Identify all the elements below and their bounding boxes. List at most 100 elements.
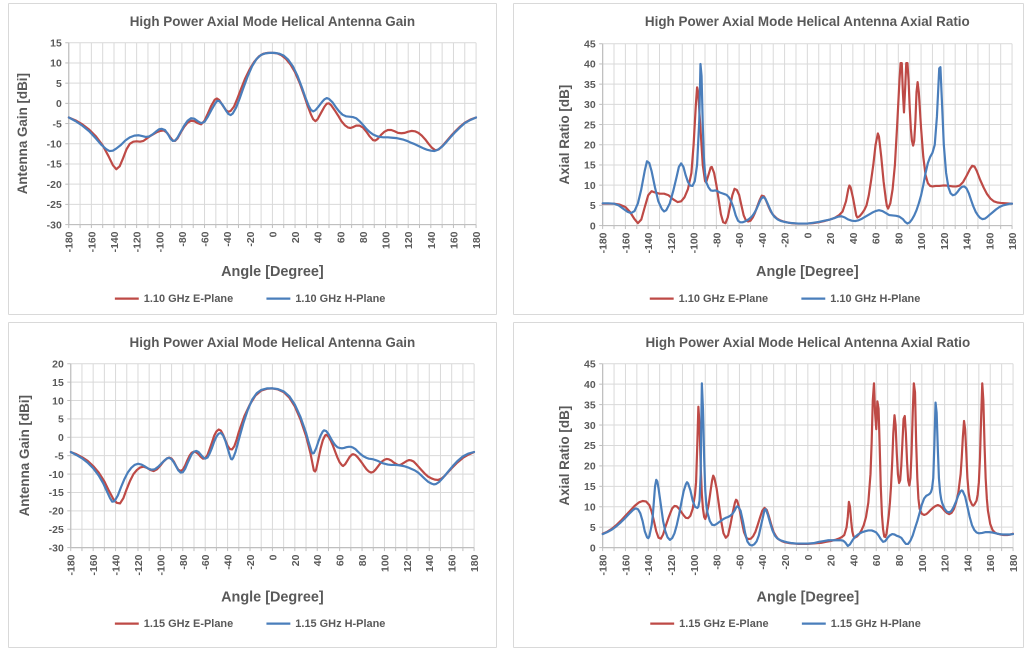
y-tick-label: 45 <box>584 360 596 371</box>
y-tick-label: 20 <box>584 462 596 473</box>
y-tick-label: 15 <box>52 378 64 389</box>
y-tick-label: 10 <box>52 396 64 407</box>
y-tick-label: -15 <box>47 160 62 171</box>
x-tick-label: -100 <box>690 232 701 253</box>
x-tick-label: 0 <box>803 232 814 238</box>
series-line-1-15-ghz-h-plane <box>69 387 476 503</box>
panel-axial-ratio-1-10ghz: -180 -160 -140 -120 -100 -80 -60 -40 -20 0 20 40 60 8… <box>513 3 1024 315</box>
x-tick-label: 120 <box>940 232 951 250</box>
chart-title: High Power Axial Mode Helical Antenna Ax… <box>645 14 970 29</box>
x-tick-label: -100 <box>156 554 167 575</box>
x-tick-label: 60 <box>872 554 883 566</box>
y-tick-label: 15 <box>584 161 596 172</box>
x-tick-label: 20 <box>827 554 838 566</box>
x-tick-label: 60 <box>336 554 347 566</box>
x-tick-label: 0 <box>268 554 279 560</box>
x-tick-label: -20 <box>246 231 257 246</box>
chart-axial-ratio-1-15ghz: -180 -160 -140 -120 -100 -80 -60 -40 -20 0 20 40 60 8… <box>557 335 1020 630</box>
y-tick-label: -25 <box>49 525 64 536</box>
series-line-1-10-ghz-h-plane <box>601 62 1014 225</box>
x-tick-label: 160 <box>985 232 996 250</box>
series-line-1-10-ghz-e-plane <box>601 62 1014 225</box>
x-tick-label: -60 <box>735 554 746 569</box>
x-tick-label: 20 <box>291 554 302 566</box>
chart-title: High Power Axial Mode Helical Antenna Ax… <box>645 335 970 350</box>
y-tick-label: 15 <box>584 482 596 493</box>
x-tick-label: 0 <box>804 554 815 560</box>
legend-label: 1.15 GHz H-Plane <box>831 618 921 630</box>
x-tick-label: 160 <box>448 554 459 572</box>
legend-item: 1.10 GHz E-Plane <box>114 293 233 305</box>
x-tick-label: 60 <box>872 232 883 244</box>
x-tick-label: -80 <box>178 231 189 246</box>
legend-label: 1.10 GHz H-Plane <box>295 293 385 305</box>
y-tick-label: -20 <box>47 180 62 191</box>
chart-axial-ratio-1-10ghz: -180 -160 -140 -120 -100 -80 -60 -40 -20 0 20 40 60 8… <box>557 14 1019 305</box>
x-tick-label: 120 <box>403 554 414 572</box>
y-tick-label: 35 <box>584 400 596 411</box>
chart-title: High Power Axial Mode Helical Antenna Ga… <box>130 14 415 29</box>
x-tick-label: -40 <box>224 554 235 569</box>
y-tick-label: 5 <box>58 415 64 426</box>
legend-label: 1.10 GHz H-Plane <box>830 293 920 305</box>
y-tick-label: 0 <box>590 543 596 554</box>
x-tick-label: 140 <box>963 554 974 572</box>
x-tick-label: -120 <box>667 554 678 575</box>
x-tick-label: -140 <box>644 232 655 253</box>
x-tick-label: -120 <box>133 231 144 252</box>
y-tick-label: 30 <box>584 100 596 111</box>
x-tick-label: 80 <box>358 554 369 566</box>
y-tick-label: -5 <box>52 119 61 130</box>
y-tick-label: 5 <box>56 79 62 90</box>
y-axis-title: Axial Ratio [dB] <box>557 406 572 506</box>
x-tick-label: 100 <box>918 554 929 572</box>
legend-item: 1.15 GHz E-Plane <box>114 618 233 630</box>
x-tick-label: 100 <box>382 231 393 249</box>
x-tick-label: -100 <box>690 554 701 575</box>
x-tick-label: -120 <box>667 232 678 253</box>
x-tick-label: -180 <box>65 231 76 252</box>
x-tick-label: -20 <box>781 554 792 569</box>
x-tick-label: -60 <box>735 232 746 247</box>
y-axis-title: Antenna Gain [dBi] <box>15 73 30 194</box>
x-tick-label: 20 <box>826 232 837 244</box>
series-line-1-10-ghz-h-plane <box>67 51 478 153</box>
y-tick-label: 5 <box>590 523 596 534</box>
x-axis-title: Angle [Degree] <box>221 264 324 280</box>
y-tick-label: 25 <box>584 441 596 452</box>
x-tick-label: -80 <box>179 554 190 569</box>
chart-grid: -180 -160 -140 -120 -100 -80 -60 -40 -20 0 20 40 60 8… <box>8 3 1024 648</box>
x-tick-label: 40 <box>313 554 324 566</box>
x-tick-label: -160 <box>621 232 632 253</box>
x-tick-label: 180 <box>470 554 481 572</box>
x-axis-title: Angle [Degree] <box>757 589 860 605</box>
y-tick-label: 30 <box>584 421 596 432</box>
y-tick-label: 0 <box>56 99 62 110</box>
y-tick-label: -20 <box>49 507 64 518</box>
y-tick-label: -10 <box>49 470 64 481</box>
chart-title: High Power Axial Mode Helical Antenna Ga… <box>130 335 416 350</box>
y-tick-label: 0 <box>590 221 596 232</box>
x-tick-label: -160 <box>87 231 98 252</box>
y-tick-label: 40 <box>584 60 596 71</box>
series-line-1-15-ghz-h-plane <box>601 382 1015 548</box>
x-tick-label: 40 <box>314 231 325 243</box>
y-axis-title: Axial Ratio [dB] <box>557 85 572 185</box>
legend-label: 1.15 GHz H-Plane <box>295 618 385 630</box>
y-tick-label: 5 <box>590 201 596 212</box>
y-tick-label: -25 <box>47 200 62 211</box>
x-tick-label: 40 <box>849 232 860 244</box>
legend-label: 1.15 GHz E-Plane <box>144 618 233 630</box>
x-tick-label: -140 <box>644 554 655 575</box>
y-axis-title: Antenna Gain [dBi] <box>17 395 32 516</box>
legend-label: 1.10 GHz E-Plane <box>679 293 768 305</box>
y-tick-label: 10 <box>584 503 596 514</box>
x-tick-label: 180 <box>1009 554 1020 572</box>
legend-item: 1.10 GHz E-Plane <box>649 293 768 305</box>
legend-label: 1.15 GHz E-Plane <box>679 618 768 630</box>
legend-item: 1.15 GHz H-Plane <box>801 618 921 630</box>
x-tick-label: 140 <box>425 554 436 572</box>
panel-gain-1-15ghz: -180 -160 -140 -120 -100 -80 -60 -40 -20 0 20 40 60 8… <box>8 322 497 648</box>
x-tick-label: 160 <box>986 554 997 572</box>
